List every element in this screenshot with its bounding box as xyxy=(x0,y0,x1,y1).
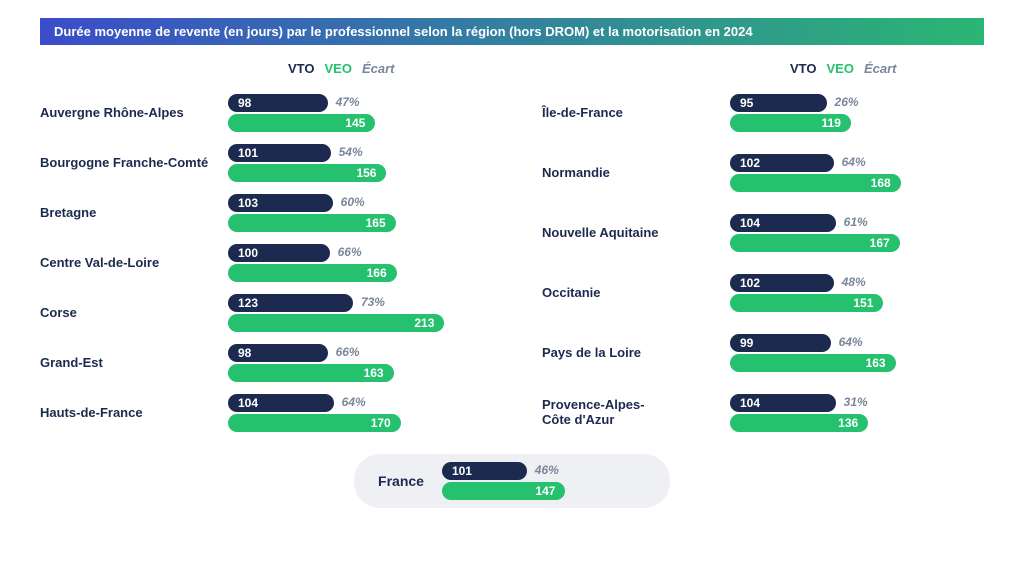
region-label: Normandie xyxy=(542,166,730,181)
bar-veo: 163 xyxy=(730,354,896,372)
france-label: France xyxy=(378,473,424,489)
ecart-value: 64% xyxy=(842,155,866,169)
bars-wrap: 104 64% 170 xyxy=(228,394,482,432)
region-label: Provence-Alpes- Côte d'Azur xyxy=(542,398,730,428)
region-label: Nouvelle Aquitaine xyxy=(542,226,730,241)
bars-wrap: 98 66% 163 xyxy=(228,344,482,382)
right-column: VTO VEO Écart Île-de-France95 26% 119 Norma… xyxy=(542,61,984,432)
bars-wrap: 102 48% 151 xyxy=(730,274,984,312)
bars-wrap: 103 60% 165 xyxy=(228,194,482,232)
region-row: Pays de la Loire99 64% 163 xyxy=(542,334,984,372)
ecart-value: 61% xyxy=(844,215,868,229)
region-label: Pays de la Loire xyxy=(542,346,730,361)
bar-vto: 104 xyxy=(730,394,836,412)
legend-vto: VTO xyxy=(288,61,315,76)
bar-vto: 103 xyxy=(228,194,333,212)
bar-vto: 95 xyxy=(730,94,827,112)
legend-vto: VTO xyxy=(790,61,817,76)
bar-vto: 104 xyxy=(228,394,334,412)
ecart-value: 54% xyxy=(339,145,363,159)
legend-ecart: Écart xyxy=(362,61,395,76)
region-row: Hauts-de-France104 64% 170 xyxy=(40,394,482,432)
ecart-value: 64% xyxy=(839,335,863,349)
bar-veo: 168 xyxy=(730,174,901,192)
region-label: Centre Val-de-Loire xyxy=(40,256,228,271)
page-title: Durée moyenne de revente (en jours) par … xyxy=(40,18,984,45)
region-label: Bourgogne Franche-Comté xyxy=(40,156,228,171)
legend-left: VTO VEO Écart xyxy=(288,61,395,76)
ecart-value: 46% xyxy=(535,463,559,477)
bar-veo: 166 xyxy=(228,264,397,282)
region-label: Occitanie xyxy=(542,286,730,301)
region-row: Occitanie102 48% 151 xyxy=(542,274,984,312)
bars-wrap: 104 31% 136 xyxy=(730,394,984,432)
region-row: Normandie102 64% 168 xyxy=(542,154,984,192)
legend-ecart: Écart xyxy=(864,61,897,76)
bar-veo: 167 xyxy=(730,234,900,252)
bar-veo: 136 xyxy=(730,414,868,432)
bar-veo: 151 xyxy=(730,294,883,312)
bars-wrap: 100 66% 166 xyxy=(228,244,482,282)
bar-veo: 147 xyxy=(442,482,565,500)
region-label: Auvergne Rhône-Alpes xyxy=(40,106,228,121)
left-column: VTO VEO Écart Auvergne Rhône-Alpes9847%1… xyxy=(40,61,482,432)
region-row: Corse123 73% 213 xyxy=(40,294,482,332)
bar-vto: 99 xyxy=(730,334,831,352)
ecart-value: 64% xyxy=(342,395,366,409)
legend-veo: VEO xyxy=(325,61,352,76)
region-label: Île-de-France xyxy=(542,106,730,121)
ecart-value: 60% xyxy=(341,195,365,209)
bar-vto: 102 xyxy=(730,274,834,292)
ecart-value: 66% xyxy=(338,245,362,259)
bar-veo: 170 xyxy=(228,414,401,432)
bars-wrap: 123 73% 213 xyxy=(228,294,482,332)
region-label: Hauts-de-France xyxy=(40,406,228,421)
ecart-value: 66% xyxy=(336,345,360,359)
bar-vto: 101 xyxy=(442,462,527,480)
region-row: Centre Val-de-Loire100 66% 166 xyxy=(40,244,482,282)
bar-veo: 163 xyxy=(228,364,394,382)
bar-veo: 165 xyxy=(228,214,396,232)
region-row: Île-de-France95 26% 119 xyxy=(542,94,984,132)
bar-veo: 119 xyxy=(730,114,851,132)
ecart-value: 47% xyxy=(336,95,360,109)
bar-vto: 123 xyxy=(228,294,353,312)
bar-vto: 100 xyxy=(228,244,330,262)
region-label: Corse xyxy=(40,306,228,321)
france-summary: France 101 46% 147 xyxy=(354,454,670,508)
bar-vto: 98 xyxy=(228,344,328,362)
bar-veo: 145 xyxy=(228,114,375,132)
chart-columns: VTO VEO Écart Auvergne Rhône-Alpes9847%1… xyxy=(40,61,984,432)
bars-wrap: 102 64% 168 xyxy=(730,154,984,192)
bar-veo: 156 xyxy=(228,164,386,182)
ecart-value: 26% xyxy=(835,95,859,109)
bar-vto: 102 xyxy=(730,154,834,172)
bars-wrap: 99 64% 163 xyxy=(730,334,984,372)
region-row: Nouvelle Aquitaine104 61% 167 xyxy=(542,214,984,252)
region-label: Bretagne xyxy=(40,206,228,221)
bars-wrap: 104 61% 167 xyxy=(730,214,984,252)
bar-veo: 213 xyxy=(228,314,444,332)
legend-right: VTO VEO Écart xyxy=(790,61,897,76)
ecart-value: 48% xyxy=(842,275,866,289)
region-row: Grand-Est98 66% 163 xyxy=(40,344,482,382)
region-label: Grand-Est xyxy=(40,356,228,371)
footer-row: France 101 46% 147 xyxy=(40,454,984,508)
legend-veo: VEO xyxy=(827,61,854,76)
bars-wrap: 101 54% 156 xyxy=(228,144,482,182)
ecart-value: 73% xyxy=(361,295,385,309)
bars-wrap: 98 47% 145 xyxy=(228,94,482,132)
region-row: Provence-Alpes- Côte d'Azur104 31% 136 xyxy=(542,394,984,432)
bar-vto: 101 xyxy=(228,144,331,162)
bar-vto: 98 xyxy=(228,94,328,112)
ecart-value: 31% xyxy=(844,395,868,409)
region-row: Bretagne103 60% 165 xyxy=(40,194,482,232)
region-row: Bourgogne Franche-Comté101 54% 156 xyxy=(40,144,482,182)
bar-vto: 104 xyxy=(730,214,836,232)
region-row: Auvergne Rhône-Alpes98 47% 145 xyxy=(40,94,482,132)
bars-wrap: 95 26% 119 xyxy=(730,94,984,132)
